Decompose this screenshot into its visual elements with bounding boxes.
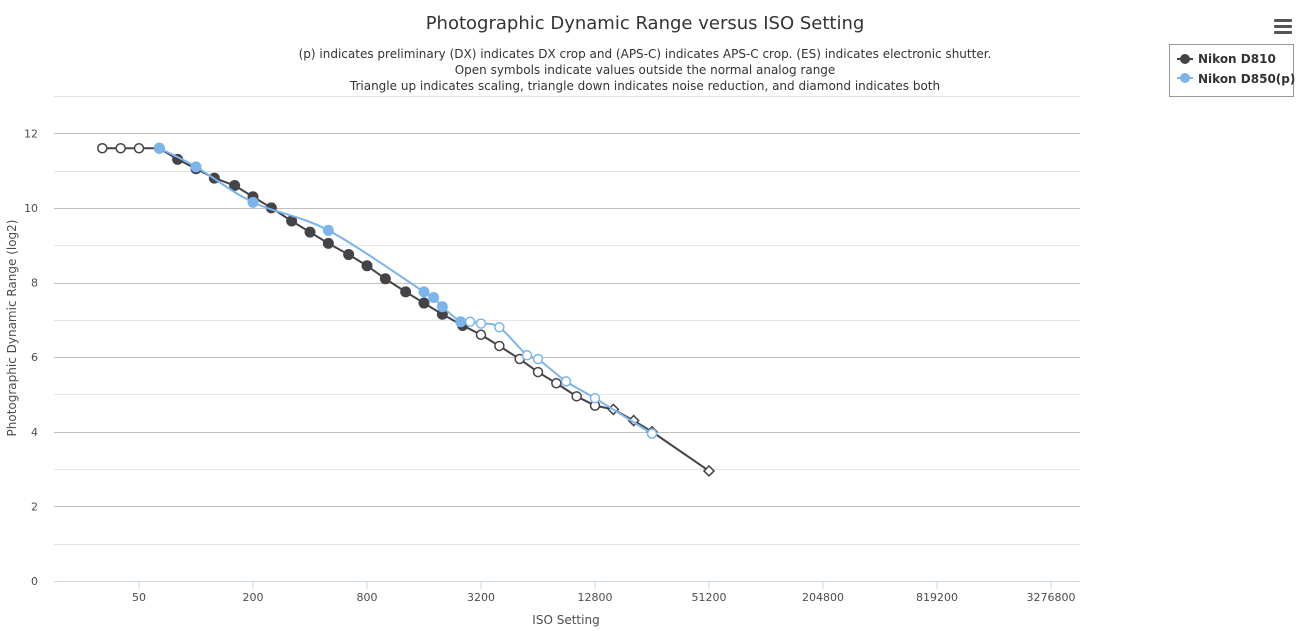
- data-point[interactable]: [361, 260, 373, 272]
- data-point[interactable]: [400, 286, 412, 298]
- x-tick-label: 3276800: [1027, 591, 1076, 604]
- data-point-open[interactable]: [532, 366, 544, 378]
- legend-label-d850p: Nikon D850(p): [1198, 72, 1295, 86]
- data-point[interactable]: [153, 142, 165, 154]
- chart-subtitle-line-1: (p) indicates preliminary (DX) indicates…: [299, 47, 992, 61]
- data-point[interactable]: [455, 316, 467, 328]
- x-axis: 50 200 800 3200 12800 51200 204800 819200 327680…: [54, 581, 1080, 604]
- legend-item-nikon-d810[interactable]: Nikon D810: [1177, 52, 1276, 66]
- data-point[interactable]: [418, 286, 430, 298]
- data-point-open[interactable]: [551, 378, 562, 389]
- data-point-open[interactable]: [494, 322, 505, 333]
- data-point-open[interactable]: [589, 392, 601, 404]
- x-tick-label: 819200: [916, 591, 958, 604]
- chart-title: Photographic Dynamic Range versus ISO Se…: [426, 13, 865, 34]
- data-point-open[interactable]: [133, 142, 145, 154]
- y-tick-label: 6: [31, 351, 38, 364]
- data-point[interactable]: [286, 215, 298, 227]
- data-point-open[interactable]: [494, 340, 505, 352]
- x-tick-label: 12800: [578, 591, 613, 604]
- data-point-open[interactable]: [115, 142, 126, 154]
- data-point[interactable]: [304, 226, 316, 238]
- y-tick-label: 2: [31, 500, 38, 513]
- data-point[interactable]: [379, 273, 391, 285]
- data-point[interactable]: [428, 291, 440, 303]
- legend: Nikon D810 Nikon D850(p): [1169, 44, 1295, 97]
- plot-area: [97, 142, 716, 478]
- x-tick-label: 51200: [692, 591, 727, 604]
- legend-label-d810: Nikon D810: [1198, 52, 1276, 66]
- data-point[interactable]: [190, 161, 202, 173]
- data-point-open[interactable]: [560, 376, 572, 387]
- series-nikon-d810: [97, 142, 716, 478]
- legend-item-nikon-d850p[interactable]: Nikon D850(p): [1177, 72, 1295, 86]
- data-point-open[interactable]: [646, 428, 658, 439]
- data-point-open[interactable]: [475, 318, 487, 329]
- x-tick-label: 3200: [467, 591, 495, 604]
- data-point[interactable]: [343, 249, 355, 261]
- data-point[interactable]: [322, 224, 334, 236]
- data-point-open[interactable]: [532, 353, 544, 365]
- series-line: [102, 147, 710, 472]
- x-tick-label: 204800: [802, 591, 844, 604]
- y-axis-ticks: 0 2 4 6 8 10 12: [24, 127, 38, 588]
- data-point-open[interactable]: [97, 142, 108, 154]
- chart-subtitle-line-3: Triangle up indicates scaling, triangle …: [349, 79, 940, 93]
- data-point[interactable]: [247, 196, 259, 208]
- y-tick-label: 4: [31, 426, 38, 439]
- y-tick-label: 8: [31, 277, 38, 290]
- y-tick-label: 0: [31, 575, 38, 588]
- data-point-open[interactable]: [475, 329, 487, 341]
- chart-subtitle-line-2: Open symbols indicate values outside the…: [455, 63, 836, 77]
- data-point-diamond[interactable]: [702, 464, 716, 478]
- x-tick-label: 50: [132, 591, 146, 604]
- y-axis-title: Photographic Dynamic Range (log2): [5, 220, 19, 437]
- data-point-open[interactable]: [521, 350, 533, 361]
- legend-marker-d850p: [1180, 73, 1190, 83]
- data-point-open[interactable]: [464, 316, 476, 327]
- data-point[interactable]: [436, 301, 448, 313]
- data-point-open[interactable]: [571, 391, 582, 402]
- y-tick-label: 12: [24, 127, 38, 140]
- x-tick-label: 800: [357, 591, 378, 604]
- data-point[interactable]: [322, 237, 334, 249]
- data-point[interactable]: [229, 180, 241, 192]
- x-axis-title: ISO Setting: [532, 613, 599, 627]
- x-tick-label: 200: [243, 591, 264, 604]
- gridlines: [54, 96, 1080, 545]
- hamburger-menu-icon[interactable]: [1266, 14, 1292, 40]
- data-point[interactable]: [418, 297, 430, 309]
- y-tick-label: 10: [24, 202, 38, 215]
- legend-marker-d810: [1180, 54, 1190, 64]
- series-nikon-d850p: [153, 142, 658, 439]
